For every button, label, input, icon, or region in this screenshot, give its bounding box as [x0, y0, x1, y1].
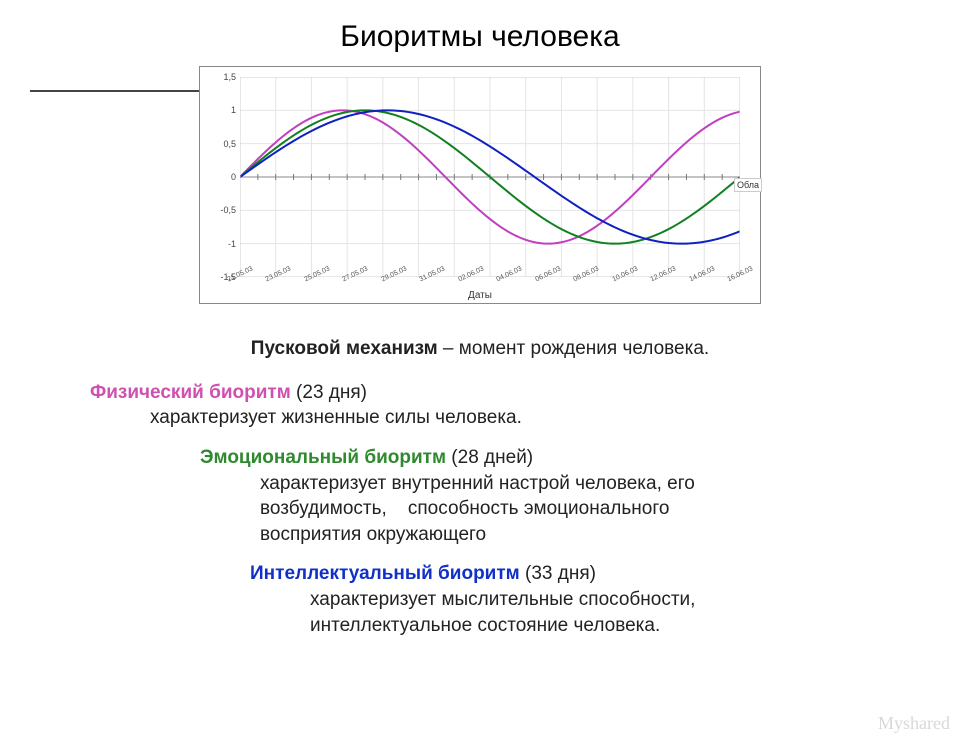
biorhythm-chart: -1,5-1-0,500,511,5 21.05.0323.05.0325.05… [199, 66, 761, 304]
trigger-rest: – момент рождения человека. [438, 338, 710, 359]
x-axis-title: Даты [200, 290, 760, 301]
trigger-bold: Пусковой механизм [251, 338, 438, 359]
trigger-line: Пусковой механизм – момент рождения чело… [90, 336, 870, 362]
physical-section: Физический биоритм (23 дня) характеризуе… [90, 380, 870, 431]
y-axis-labels: -1,5-1-0,500,511,5 [204, 77, 236, 277]
intellectual-days: (33 дня) [520, 563, 596, 584]
body-text: Пусковой механизм – момент рождения чело… [90, 336, 870, 638]
emotional-head: Эмоциональный биоритм [200, 447, 446, 468]
physical-days: (23 дня) [291, 382, 367, 403]
intellectual-desc-2: интеллектуальное состояние человека. [310, 613, 870, 639]
chart-plot [240, 77, 740, 277]
emotional-desc-3: восприятия окружающего [260, 522, 870, 548]
physical-desc: характеризует жизненные силы человека. [150, 405, 870, 431]
emotional-desc-1: характеризует внутренний настрой человек… [260, 471, 870, 497]
chart-side-label: Обла [734, 178, 762, 192]
emotional-section: Эмоциональный биоритм (28 дней) характер… [200, 445, 870, 548]
physical-head: Физический биоритм [90, 382, 291, 403]
emotional-days: (28 дней) [446, 447, 533, 468]
page-title: Биоритмы человека [0, 20, 960, 54]
intellectual-desc-1: характеризует мыслительные способности, [310, 587, 870, 613]
intellectual-head: Интеллектуальный биоритм [250, 563, 520, 584]
emotional-desc-2: возбудимость, способность эмоционального [260, 496, 870, 522]
watermark: Myshared [878, 713, 950, 734]
intellectual-section: Интеллектуальный биоритм (33 дня) характ… [250, 561, 870, 638]
